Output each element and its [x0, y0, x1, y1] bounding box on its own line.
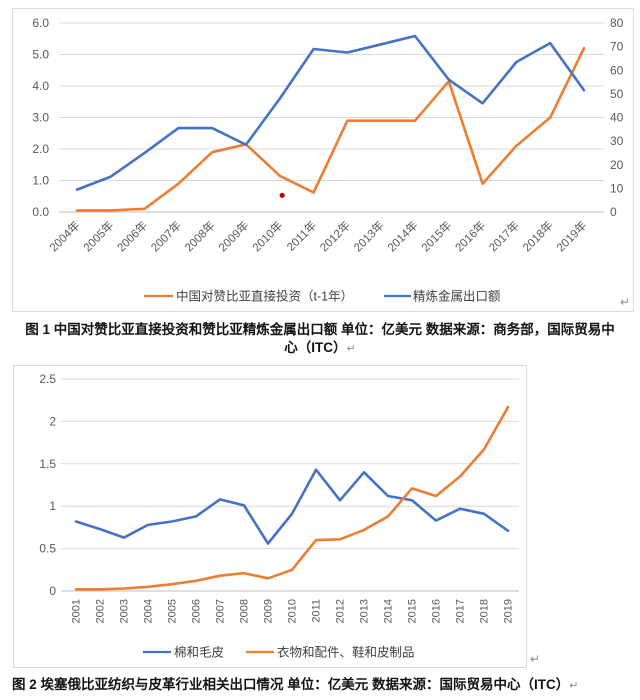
x-axis-tick-label: 2007年: [148, 218, 184, 254]
right-axis-tick-label: 60: [610, 63, 624, 77]
y-axis-tick-label: 1.0: [32, 174, 49, 188]
series-line: [74, 405, 510, 591]
chart2-line-chart: 2.5 2 1.5 1 0.5 0 2001 2002 2003 2004 2005 2006 2007…: [39, 372, 519, 660]
x-axis-tick-label: 2013: [359, 599, 371, 623]
paragraph-return-mark: ↵: [620, 295, 631, 309]
y-axis-tick-label: 0: [49, 584, 56, 598]
right-axis-tick-label: 70: [610, 40, 624, 54]
y-axis-tick-label: 0.0: [32, 205, 49, 219]
x-axis-tick-label: 2009年: [215, 218, 251, 254]
x-axis-tick-label: 2003: [119, 599, 131, 623]
chart2-caption: 图 2 埃塞俄比亚纺织与皮革行业相关出口情况 单位：亿美元 数据来源：国际贸易中…: [12, 677, 579, 692]
chart1-caption-line2: 心（ITC）: [284, 340, 347, 355]
legend: 中国对赞比亚直接投资（t-1年） 精炼金属出口额: [144, 289, 501, 304]
chart2-figure-frame: 2.5 2 1.5 1 0.5 0 2001 2002 2003 2004 2005 2006 2007…: [13, 365, 527, 668]
y-axis-tick-label: 0.5: [39, 542, 56, 556]
paragraph-return-mark: ↵: [569, 680, 579, 692]
legend-label: 精炼金属出口额: [413, 289, 501, 304]
y-axis-tick-label: 3.0: [32, 111, 49, 125]
right-axis-tick-label: 30: [610, 134, 624, 148]
y-axis-tick-label: 4.0: [32, 79, 49, 93]
x-axis-tick-label: 2002: [95, 599, 107, 623]
x-axis-tick-label: 2010年: [249, 218, 285, 254]
x-axis-tick-label: 2018年: [520, 218, 556, 254]
gridlines: 6.0 5.0 4.0 3.0 2.0 1.0 0.0: [32, 16, 604, 219]
series-line: [75, 34, 586, 191]
legend-label: 棉和毛皮: [174, 646, 224, 660]
y-axis-tick-label: 1: [49, 499, 56, 513]
x-axis-tick-label: 2016: [431, 599, 443, 623]
x-axis-labels: 2004年 2005年 2006年 2007年 2008年 2009年 2010年 2011年…: [46, 218, 589, 254]
x-axis-tick-label: 2015年: [418, 218, 454, 254]
chart1-caption-line1: 图 1 中国对赞比亚直接投资和赞比亚精炼金属出口额 单位：亿美元 数据来源：商务…: [25, 322, 615, 337]
x-axis-tick-label: 2008: [239, 599, 251, 623]
legend: 棉和毛皮 衣物和配件、鞋和皮制品: [143, 645, 415, 660]
x-axis-tick-label: 2005: [167, 599, 179, 623]
y-axis-tick-label: 2.5: [39, 372, 56, 386]
paragraph-return-mark: ↵: [346, 343, 356, 355]
x-axis-tick-label: 2007: [215, 599, 227, 623]
x-axis-tick-label: 2012年: [317, 218, 353, 254]
x-axis-tick-label: 2018: [479, 599, 491, 623]
right-axis-tick-label: 0: [610, 205, 617, 219]
chart1-figure-frame: 6.0 5.0 4.0 3.0 2.0 1.0 0.0 80 70 60 50 40 30 20 10 0 20…: [12, 8, 634, 312]
gridlines: 2.5 2 1.5 1 0.5 0: [39, 372, 519, 598]
x-axis-tick-label: 2009: [263, 599, 275, 623]
right-axis-tick-label: 40: [610, 111, 624, 125]
red-dot-annotation: [279, 192, 285, 198]
y-axis-tick-label: 2: [49, 414, 56, 428]
series-line: [74, 468, 510, 545]
x-axis-tick-label: 2017年: [486, 218, 522, 254]
chart1-line-chart: 6.0 5.0 4.0 3.0 2.0 1.0 0.0 80 70 60 50 40 30 20 10 0 20…: [32, 16, 624, 304]
y-axis-tick-label: 1.5: [39, 457, 56, 471]
x-axis-tick-label: 2010: [287, 599, 299, 623]
legend-label: 衣物和配件、鞋和皮制品: [277, 645, 415, 660]
y-axis-tick-label: 6.0: [32, 16, 49, 30]
x-axis-tick-label: 2014年: [384, 218, 420, 254]
x-axis-tick-label: 2016年: [452, 218, 488, 254]
paragraph-return-mark: ↵: [530, 652, 541, 666]
x-axis-tick-label: 2004: [143, 599, 155, 623]
y-axis-tick-label: 5.0: [32, 48, 49, 62]
chart1-caption: 图 1 中国对赞比亚直接投资和赞比亚精炼金属出口额 单位：亿美元 数据来源：商务…: [0, 321, 640, 358]
x-axis-tick-label: 2019年: [553, 218, 589, 254]
x-axis-tick-label: 2015: [407, 599, 419, 623]
y-axis-tick-label: 2.0: [32, 142, 49, 156]
right-axis-tick-label: 80: [610, 16, 624, 30]
x-axis-labels: 2001 2002 2003 2004 2005 2006 2007 2008 2009 2010…: [71, 599, 515, 623]
right-axis: 80 70 60 50 40 30 20 10 0: [610, 16, 624, 219]
x-axis-tick-label: 2001: [71, 599, 83, 623]
right-axis-tick-label: 10: [610, 181, 624, 195]
x-axis-tick-label: 2004年: [46, 218, 82, 254]
right-axis-tick-label: 50: [610, 87, 624, 101]
legend-label: 中国对赞比亚直接投资（t-1年）: [176, 289, 353, 304]
series-line: [75, 46, 586, 212]
x-axis-tick-label: 2014: [383, 599, 395, 623]
right-axis-tick-label: 20: [610, 158, 624, 172]
x-axis-tick-label: 2006年: [114, 218, 150, 254]
x-axis-tick-label: 2017: [455, 599, 467, 623]
x-axis-tick-label: 2012: [335, 599, 347, 623]
x-axis-tick-label: 2013年: [351, 218, 387, 254]
x-axis-tick-label: 2011年: [284, 218, 320, 254]
x-axis-tick-label: 2008年: [182, 218, 218, 254]
x-axis-tick-label: 2011: [311, 599, 323, 623]
x-axis-tick-label: 2005年: [80, 218, 116, 254]
x-axis-tick-label: 2006: [191, 599, 203, 623]
x-axis-tick-label: 2019: [503, 599, 515, 623]
